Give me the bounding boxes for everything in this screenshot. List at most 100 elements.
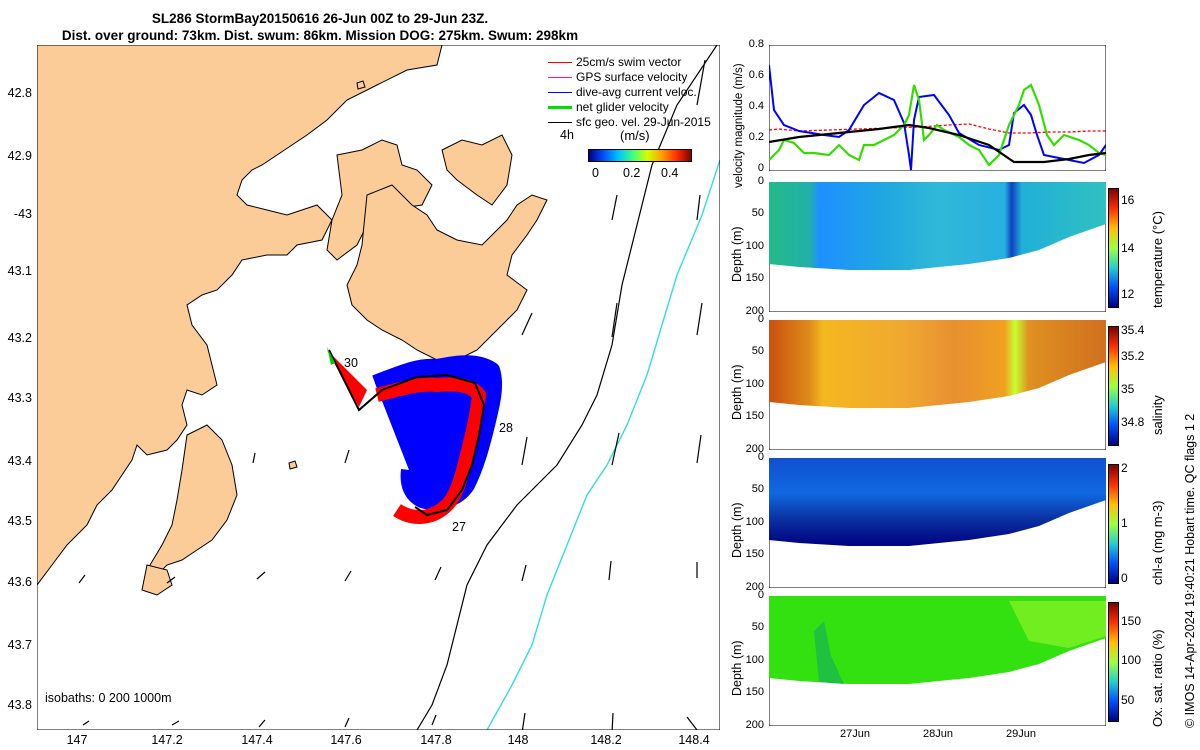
lat-tick-label: -43 (13, 207, 32, 221)
chla-ytick: 150 (745, 548, 764, 560)
footer-credit: © IMOS 14-Apr-2024 19:40:21 Hobart time.… (1183, 413, 1197, 728)
lat-tick-label: 43.6 (7, 575, 32, 589)
salinity-cblabel: salinity (1150, 395, 1165, 435)
colorbar-title: (m/s) (620, 128, 650, 143)
temperature-ytick: 100 (745, 240, 764, 252)
velocity-ytick: 0.6 (748, 69, 764, 81)
sal-colorbar (1108, 326, 1119, 446)
ox-colorbar (1108, 602, 1119, 722)
isobaths-label: isobaths: 0 200 1000m (45, 691, 171, 705)
temperature-ytick: 200 (745, 305, 764, 317)
lon-tick-label: 148.4 (678, 733, 710, 747)
chla-ytick: 200 (745, 581, 764, 593)
lat-tick-label: 43.2 (7, 331, 32, 345)
oxygen-ytick: 50 (751, 621, 764, 633)
lon-tick-label: 147.6 (330, 733, 362, 747)
velocity-ytick: 0.2 (748, 131, 764, 143)
time-xtick: 27Jun (840, 728, 870, 740)
velocity-ytick: 0.8 (748, 38, 764, 50)
oxygen-ylabel: Depth (m) (730, 640, 744, 696)
map-legend: 25cm/s swim vector GPS surface velocity … (548, 55, 711, 130)
lon-tick-label: 148.2 (590, 733, 622, 747)
oxygen-ytick: 200 (745, 719, 764, 731)
oxygen-cblabel: Ox. sat. ratio (%) (1150, 629, 1165, 727)
land-tasman (346, 184, 548, 361)
day-label-27: 27 (452, 520, 466, 534)
lon-tick-label: 147.8 (420, 733, 452, 747)
lon-tick-label: 148 (507, 733, 529, 747)
land-island-ne (441, 134, 513, 206)
temperature-cblabel: temperature (°C) (1150, 211, 1165, 308)
velocity-ylabel: velocity magnitude (m/s) (733, 63, 745, 188)
velocity-panel (769, 45, 1106, 171)
legend-item: sfc geo. vel. 29-Jun-2015 (548, 115, 711, 130)
chla-colorbar (1108, 464, 1119, 584)
temperature-cbtick: 12 (1121, 287, 1135, 301)
time-xtick: 29Jun (1006, 728, 1036, 740)
chla-ytick: 50 (751, 483, 764, 495)
lat-tick-label: 43.8 (7, 698, 32, 712)
salinity-ytick: 0 (757, 313, 764, 325)
salinity-cbtick: 35 (1121, 382, 1135, 396)
lat-tick-label: 43.3 (7, 391, 32, 405)
lon-tick-label: 147 (66, 733, 88, 747)
chla-cbtick: 1 (1121, 516, 1128, 530)
velocity-ytick: 0 (757, 162, 764, 174)
map-title: SL286 StormBay20150616 26-Jun 00Z to 29-… (0, 10, 640, 44)
chla-cbtick: 0 (1121, 571, 1128, 585)
map-colorbar: 4h (m/s) 0 0.2 0.4 (560, 128, 700, 180)
oxygen-cbtick: 150 (1121, 614, 1142, 628)
salinity-cbtick: 35.4 (1121, 323, 1145, 337)
salinity-cbtick: 34.8 (1121, 415, 1145, 429)
salinity-cbtick: 35.2 (1121, 349, 1145, 363)
oxygen-ytick: 100 (745, 654, 764, 666)
isobath-200 (416, 45, 718, 730)
temperature-ylabel: Depth (m) (730, 226, 744, 282)
oxygen-cbtick: 100 (1121, 653, 1142, 667)
glider-track (327, 347, 503, 524)
chla-ytick: 100 (745, 516, 764, 528)
salinity-ytick: 100 (745, 378, 764, 390)
day-label-28: 28 (499, 421, 513, 435)
chla-cbtick: 2 (1121, 461, 1128, 475)
salinity-ylabel: Depth (m) (730, 364, 744, 420)
lon-tick-label: 147.2 (151, 733, 183, 747)
chla-cblabel: chl-a (mg m-3) (1150, 500, 1165, 585)
chla-ylabel: Depth (m) (730, 502, 744, 558)
salinity-panel (769, 320, 1106, 450)
oxygen-cbtick: 50 (1121, 693, 1135, 707)
oxygen-ytick: 150 (745, 686, 764, 698)
legend-item: GPS surface velocity (548, 70, 711, 85)
title-line-2: Dist. over ground: 73km. Dist. swum: 86k… (61, 28, 579, 43)
legend-item: net glider velocity (548, 100, 711, 115)
salinity-ytick: 200 (745, 443, 764, 455)
colorbar-time-label: 4h (560, 128, 574, 142)
chla-ytick: 0 (757, 451, 764, 463)
oxygen-panel (769, 596, 1106, 726)
lat-tick-label: 42.9 (7, 149, 32, 163)
temperature-ytick: 150 (745, 272, 764, 284)
salinity-ytick: 150 (745, 410, 764, 422)
lat-tick-label: 43.1 (7, 264, 32, 278)
temperature-ytick: 50 (751, 207, 764, 219)
temperature-cbtick: 16 (1121, 193, 1135, 207)
lat-tick-label: 43.7 (7, 638, 32, 652)
velocity-ytick: 0.4 (748, 100, 764, 112)
land-mainland (37, 45, 443, 586)
lon-tick-label: 147.4 (241, 733, 273, 747)
land-bruny (146, 424, 238, 576)
salinity-ytick: 50 (751, 345, 764, 357)
day-label-30: 30 (344, 356, 358, 370)
legend-item: 25cm/s swim vector (548, 55, 711, 70)
isobath-1000 (486, 159, 720, 730)
temp-colorbar (1108, 188, 1119, 308)
title-line-1: SL286 StormBay20150616 26-Jun 00Z to 29-… (151, 11, 489, 26)
oxygen-ytick: 0 (757, 589, 764, 601)
time-xtick: 28Jun (923, 728, 953, 740)
lat-tick-label: 43.5 (7, 514, 32, 528)
legend-item: dive-avg current veloc. (548, 85, 711, 100)
temperature-cbtick: 14 (1121, 241, 1135, 255)
chla-panel (769, 458, 1106, 588)
lat-tick-label: 43.4 (7, 454, 32, 468)
temperature-panel (769, 182, 1106, 312)
